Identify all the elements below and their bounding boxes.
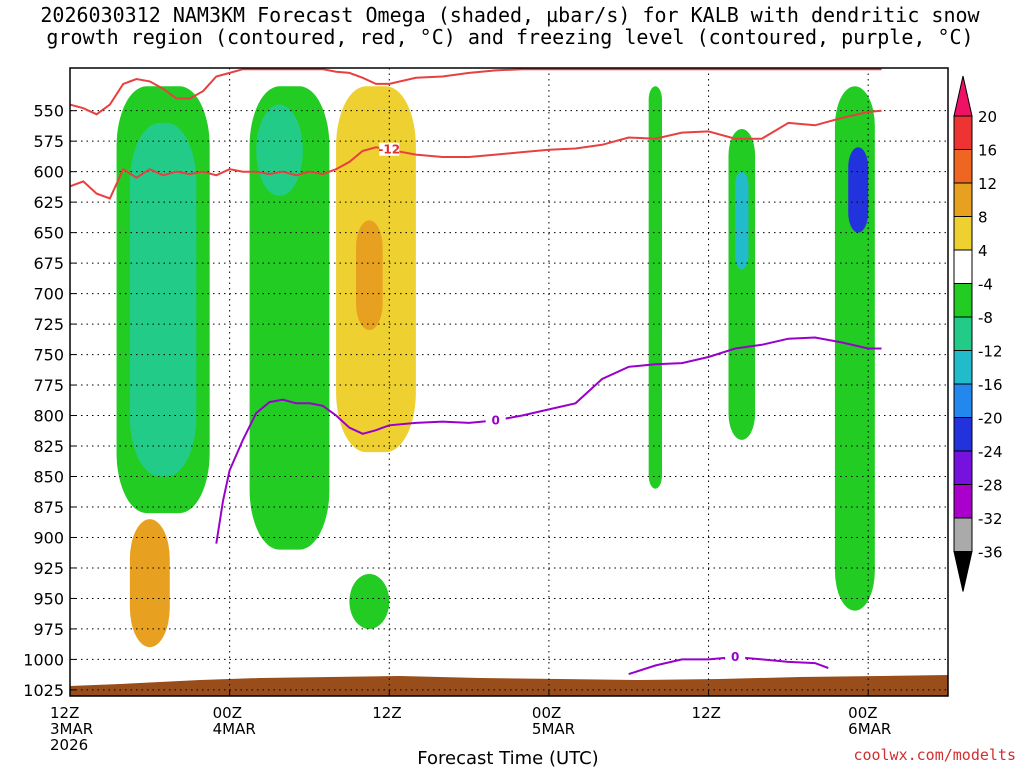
omega-field-sinking-column-1-core <box>356 220 383 331</box>
y-tick-label-550: 550 <box>33 102 64 121</box>
y-tick-label-900: 900 <box>33 528 64 547</box>
colorbar-label--4: -4 <box>978 276 993 294</box>
y-tick-label-800: 800 <box>33 407 64 426</box>
colorbar-top-arrow <box>953 75 973 117</box>
x-axis-label: Forecast Time (UTC) <box>417 748 598 768</box>
omega-field-upward-plume-4-core <box>735 171 749 270</box>
omega-field-sinking-blob-low <box>129 519 170 648</box>
colorbar-bin-7 <box>953 350 973 385</box>
y-tick-label-675: 675 <box>33 254 64 273</box>
x-tick-label-24-1: 12Z <box>372 704 401 722</box>
plot-area: -12 0 0 <box>70 68 948 696</box>
colorbar-bin-6 <box>953 316 973 351</box>
y-tick-label-700: 700 <box>33 285 64 304</box>
colorbar-label-20: 20 <box>978 108 997 126</box>
colorbar-bottom-arrow <box>953 551 973 592</box>
freezing-contour-label-bg-0 <box>485 413 506 427</box>
colorbar-bin-0 <box>953 115 973 150</box>
colorbar-bin-10 <box>953 450 973 485</box>
colorbar-label--8: -8 <box>978 309 993 327</box>
x-tick-label-0-3: 2026 <box>50 736 88 754</box>
y-tick-label-775: 775 <box>33 376 64 395</box>
y-tick-label-750: 750 <box>33 346 64 365</box>
x-tick-label-60-1: 00Z <box>848 704 877 722</box>
colorbar-bin-1 <box>953 149 973 184</box>
colorbar-label--36: -36 <box>978 544 1003 562</box>
y-tick-label-725: 725 <box>33 315 64 334</box>
colorbar-bin-3 <box>953 216 973 251</box>
dgz-contour-1 <box>70 68 882 116</box>
terrain-layer <box>70 675 948 696</box>
chart-title-line-2: growth region (contoured, red, °C) and f… <box>46 25 973 49</box>
colorbar: 20 16 12 8 4 -4 -8 -12 -16 -20 -24 -28 -32 -36 <box>953 75 1003 592</box>
x-tick-label-36-1: 00Z <box>532 704 561 722</box>
colorbar-label-16: 16 <box>978 142 997 160</box>
omega-shading-layer <box>116 86 875 648</box>
x-tick-label-12-1: 00Z <box>213 704 242 722</box>
omega-field-upward-column-5-core <box>848 147 869 233</box>
omega-field-upward-blob-low <box>349 574 390 629</box>
y-tick-label-600: 600 <box>33 163 64 182</box>
freezing-contour-label-1: 0 <box>731 650 739 664</box>
omega-field-upward-column-1-core <box>129 122 197 477</box>
dgz-contour-label-0: -12 <box>378 143 400 157</box>
x-tick-label-12-2: 4MAR <box>213 720 256 738</box>
chart-title-line-1: 2026030312 NAM3KM Forecast Omega (shaded… <box>40 3 980 27</box>
x-tick-label-60-2: 6MAR <box>848 720 891 738</box>
colorbar-bin-11 <box>953 484 973 519</box>
omega-field-upward-column-2 <box>249 86 330 550</box>
colorbar-bin-8 <box>953 383 973 418</box>
y-tick-label-575: 575 <box>33 132 64 151</box>
colorbar-label--20: -20 <box>978 410 1003 428</box>
colorbar-label--12: -12 <box>978 343 1003 361</box>
grid-layer <box>70 68 948 696</box>
y-tick-label-975: 975 <box>33 620 64 639</box>
colorbar-label-8: 8 <box>978 209 988 227</box>
axis-layer: 550 575 600 625 650 675 700 725 750 775 800 825 850 8… <box>23 102 891 754</box>
y-tick-label-625: 625 <box>33 193 64 212</box>
colorbar-bin-4 <box>953 249 973 284</box>
y-tick-label-925: 925 <box>33 559 64 578</box>
colorbar-label--16: -16 <box>978 376 1003 394</box>
contour-layer: -12 0 0 <box>70 68 882 676</box>
colorbar-label-4: 4 <box>978 242 988 260</box>
freezing-contour-label-bg-1 <box>725 649 746 663</box>
freezing-contour-label-0: 0 <box>492 413 500 427</box>
x-tick-label-0-2: 3MAR <box>50 720 93 738</box>
freezing-contour-0 <box>215 336 882 544</box>
dgz-contour-label-bg-0 <box>379 142 400 156</box>
y-tick-label-850: 850 <box>33 468 64 487</box>
colorbar-bin-2 <box>953 182 973 217</box>
x-tick-label-36-2: 5MAR <box>532 720 575 738</box>
colorbar-label-12: 12 <box>978 175 997 193</box>
omega-field-upward-plume-3 <box>648 86 662 489</box>
colorbar-bin-12 <box>953 517 973 552</box>
y-tick-label-825: 825 <box>33 437 64 456</box>
x-tick-label-48-1: 12Z <box>692 704 721 722</box>
terrain-fill <box>70 675 948 696</box>
y-tick-label-1000: 1000 <box>23 650 64 669</box>
omega-field-upward-column-2-core <box>256 104 303 197</box>
colorbar-bin-5 <box>953 283 973 318</box>
colorbar-label--32: -32 <box>978 510 1003 528</box>
y-tick-label-1025: 1025 <box>23 681 64 700</box>
plot-frame <box>69 67 949 697</box>
colorbar-label--24: -24 <box>978 443 1003 461</box>
colorbar-label--28: -28 <box>978 477 1003 495</box>
y-tick-label-950: 950 <box>33 589 64 608</box>
y-tick-label-875: 875 <box>33 498 64 517</box>
y-tick-label-650: 650 <box>33 224 64 243</box>
credit-text: coolwx.com/modelts <box>853 746 1016 764</box>
dgz-contour-0 <box>70 109 882 200</box>
colorbar-bin-9 <box>953 417 973 452</box>
x-tick-label-0-1: 12Z <box>50 704 79 722</box>
